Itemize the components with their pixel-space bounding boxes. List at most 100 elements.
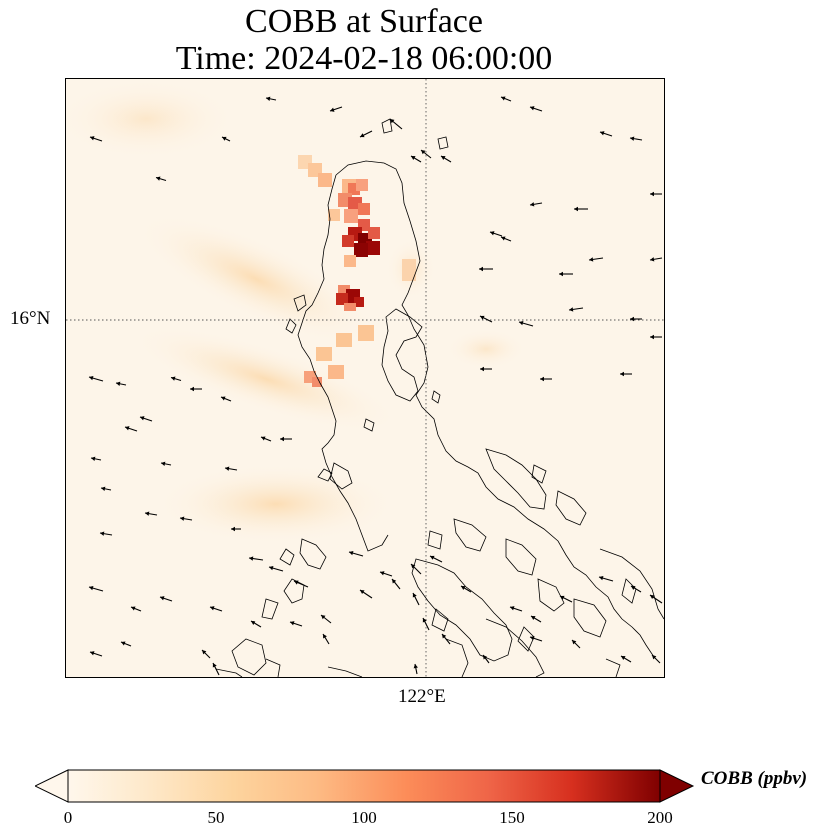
wind-arrow-head <box>510 606 515 611</box>
colorbar-extend-high <box>659 769 695 803</box>
wind-arrow-head <box>630 136 635 141</box>
wind-arrow-head <box>231 526 235 532</box>
wind-arrow-head <box>160 596 165 601</box>
colorbar-tick-200: 200 <box>647 808 673 827</box>
wind-arrow-head <box>392 579 397 584</box>
wind-arrow-head <box>442 634 447 639</box>
wind-arrow-head <box>411 564 416 569</box>
wind-arrow-head <box>390 119 395 124</box>
wind-arrow-head <box>101 486 106 491</box>
wind-arrow-head <box>225 466 230 471</box>
wind-arrow-head <box>156 176 161 181</box>
wind-arrow-head <box>540 376 544 382</box>
wind-arrow-head <box>480 315 485 320</box>
wind-arrow-head <box>620 371 624 377</box>
wind-arrow-head <box>519 320 524 326</box>
wind-arrow-head <box>589 257 594 262</box>
wind-arrow-head <box>91 456 96 461</box>
wind-arrow-head <box>161 461 166 466</box>
wind-arrow-head <box>650 191 654 197</box>
wind-arrow-head <box>441 156 446 160</box>
wind-arrow-head <box>380 571 385 576</box>
wind-arrow-head <box>461 586 466 590</box>
wind-arrow-head <box>261 436 266 441</box>
wind-arrow-head <box>652 655 657 660</box>
wind-arrow-head <box>530 202 535 207</box>
wind-arrow-head <box>125 426 130 431</box>
wind-arrow-head <box>221 396 226 401</box>
wind-arrow-head <box>190 386 194 392</box>
wind-arrow-head <box>89 375 94 381</box>
map-panel <box>65 78 665 678</box>
wind-arrow-head <box>290 621 295 626</box>
colorbar-tick-0: 0 <box>63 808 73 827</box>
wind-arrow-head <box>480 366 484 372</box>
wind-arrow-head <box>599 575 604 581</box>
wind-arrow-head <box>100 531 105 536</box>
wind-arrow-head <box>140 416 145 421</box>
wind-arrow-head <box>360 133 365 138</box>
coastlines <box>215 118 664 677</box>
wind-arrow-head <box>251 621 256 625</box>
wind-arrow-head <box>600 131 605 136</box>
wind-arrow-head <box>560 595 565 600</box>
wind-arrow-head <box>650 257 655 262</box>
wind-arrow-head <box>531 616 536 620</box>
wind-arrow-head <box>116 381 121 386</box>
wind-arrow-head <box>421 150 426 155</box>
wind-arrow-head <box>412 593 417 598</box>
colorbar-tick-150: 150 <box>499 808 525 827</box>
wind-arrow-head <box>501 96 506 101</box>
wind-arrow-head <box>572 640 577 645</box>
colorbar-graphic <box>35 769 695 803</box>
wind-arrow-head <box>650 595 655 600</box>
wind-vectors <box>88 96 663 676</box>
wind-arrow-head <box>90 136 95 141</box>
wind-arrow-head <box>323 634 327 639</box>
colorbar-tick-50: 50 <box>207 808 225 827</box>
wind-arrow-head <box>269 565 274 571</box>
wind-arrow-head <box>121 641 126 646</box>
wind-arrow-head <box>90 651 95 656</box>
map-canvas <box>66 79 664 677</box>
colorbar-gradient <box>67 769 661 803</box>
hotspot-cells <box>298 155 416 387</box>
wind-arrow-head <box>280 436 284 442</box>
wind-arrow-head <box>574 206 578 212</box>
wind-arrow-head <box>249 556 254 561</box>
wind-arrow-head <box>171 376 176 381</box>
plot-title-line1: COBB at Surface <box>245 3 483 40</box>
colorbar-label: COBB (ppbv) <box>701 768 808 789</box>
wind-arrow-head <box>411 156 416 160</box>
wind-arrow-head <box>413 664 418 669</box>
wind-arrow-head <box>360 590 365 595</box>
plot-title-line2: Time: 2024-02-18 06:00:00 <box>175 40 553 77</box>
wind-arrow-head <box>294 580 299 585</box>
wind-arrow-head <box>210 606 215 611</box>
colorbar-extend-low <box>35 769 69 803</box>
wind-arrow-head <box>145 511 150 516</box>
wind-arrow-head <box>330 107 335 112</box>
wind-arrow-head <box>501 236 506 241</box>
wind-arrow-head <box>212 663 217 668</box>
wind-arrow-head <box>650 334 654 340</box>
wind-arrow-head <box>202 650 207 655</box>
wind-arrow-head <box>559 271 563 277</box>
wind-arrow-head <box>131 606 136 611</box>
gridlines <box>66 79 664 677</box>
wind-arrow-head <box>530 636 535 641</box>
wind-arrow-head <box>530 106 535 111</box>
wind-arrow-head <box>630 316 634 322</box>
wind-arrow-head <box>349 550 354 556</box>
wind-arrow-head <box>422 618 427 623</box>
wind-arrow-head <box>479 266 483 272</box>
colorbar-tick-100: 100 <box>351 808 377 827</box>
wind-arrow-head <box>621 656 626 660</box>
concentration-field <box>66 79 526 544</box>
wind-arrow-head <box>483 655 488 660</box>
wind-arrow-head <box>430 555 435 560</box>
wind-arrow-head <box>266 96 271 101</box>
wind-arrow-head <box>222 136 227 141</box>
wind-arrow-head <box>89 585 94 591</box>
